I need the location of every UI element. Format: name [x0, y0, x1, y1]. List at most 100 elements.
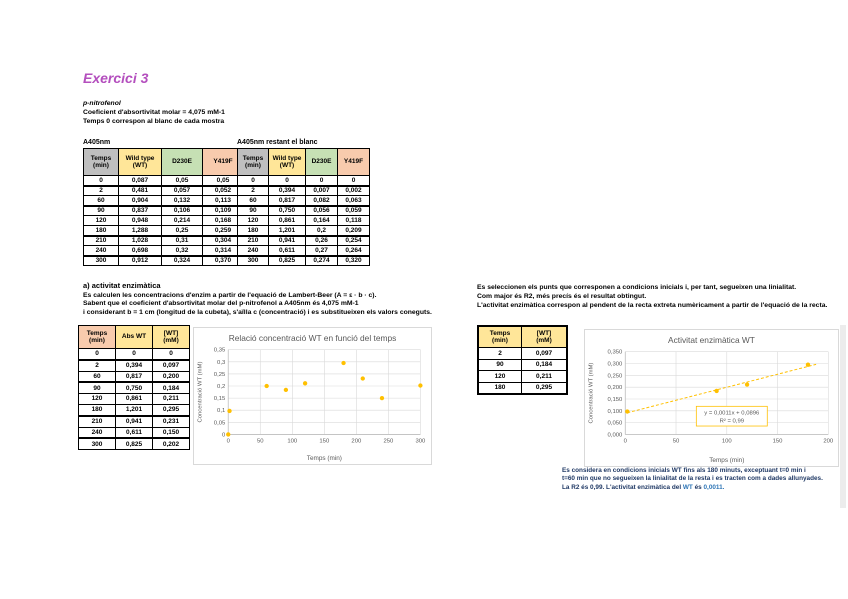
table-cell: 0,132 [161, 195, 203, 207]
table-cell: 180 [78, 403, 116, 417]
svg-text:R² = 0,99: R² = 0,99 [720, 419, 744, 425]
table-cell: 0,164 [305, 215, 338, 226]
table-cell: 90 [83, 205, 119, 217]
svg-text:0,100: 0,100 [608, 409, 623, 415]
column-header: Wild type (WT) [118, 148, 162, 176]
table-cell: 0,082 [305, 195, 338, 207]
table-cell: 0,087 [118, 174, 162, 187]
wt-concentration-table-wrap: Temps (min) Abs WT [WT] (mM) 0 0 0 2 0,394 0,097… [78, 325, 190, 451]
table-row: 2 0,097 [477, 347, 568, 360]
table-row: 2 0,394 0,007 0,002 [237, 185, 370, 197]
section-a-block: a) activitat enzimàtica Es calculen les … [83, 281, 432, 319]
intro-blank-note: Temps 0 correspon al blanc de cada mostr… [83, 117, 225, 125]
table-cell: 1,201 [268, 224, 306, 237]
table-row: 90 0,837 0,106 0,109 [83, 205, 244, 217]
column-header: D230E [161, 148, 203, 176]
svg-text:0,350: 0,350 [608, 350, 623, 356]
column-header: Temps (min) [83, 148, 119, 176]
intro-compound: p-nitrofenol [83, 100, 121, 107]
table-cell: 0,184 [152, 381, 190, 395]
table-cell: 0,941 [115, 415, 153, 428]
table-cell: 2 [477, 347, 522, 360]
table-cell: 0,26 [305, 235, 338, 247]
table-cell: 0,150 [152, 426, 190, 440]
selection-notes-block: Es seleccionen els punts que corresponen… [477, 284, 828, 312]
table-row: 300 0,825 0,202 [78, 437, 190, 451]
table-row: 180 0,295 [477, 381, 568, 395]
table-cell: 0,698 [118, 245, 162, 257]
svg-text:0,2: 0,2 [217, 384, 225, 390]
svg-text:0,1: 0,1 [217, 408, 225, 414]
table-cell: 0,202 [152, 437, 190, 451]
svg-text:Activitat enzimàtica WT: Activitat enzimàtica WT [668, 335, 755, 345]
column-header: [WT] (mM) [521, 325, 568, 348]
table-cell: 300 [78, 437, 116, 451]
table-cell: 0,214 [161, 215, 203, 226]
column-header: Temps (min) [477, 325, 522, 348]
table-cell: 0,097 [152, 359, 190, 372]
svg-text:Temps (min): Temps (min) [709, 457, 744, 464]
table-cell: 0,904 [118, 195, 162, 207]
table-cell: 0 [115, 347, 153, 361]
selected-points-table-wrap: Temps (min) [WT] (mM) 2 0,097 90 0,184 120 0,21… [477, 325, 568, 395]
svg-text:0,300: 0,300 [608, 361, 623, 367]
table-cell: 0,264 [337, 245, 370, 257]
table-cell: 0,611 [268, 245, 306, 257]
svg-text:0,25: 0,25 [214, 372, 226, 378]
table-row: 210 1,028 0,31 0,304 [83, 235, 244, 247]
raw-absorbance-table-wrap: Temps (min) Wild type (WT) D230E Y419F 0 0,08… [83, 148, 244, 267]
conclusion-wt-highlight: WT [682, 483, 693, 491]
table-cell: 120 [83, 215, 119, 226]
notes-line3: L'activitat enzimàtica correspon al pend… [477, 301, 828, 309]
raw-table-label: A405nm [83, 139, 111, 146]
table-cell: 0 [152, 347, 190, 361]
table-row: 90 0,184 [477, 358, 568, 371]
table-cell: 0,825 [115, 437, 153, 451]
svg-text:50: 50 [673, 438, 680, 444]
header-row: Temps (min) Abs WT [WT] (mM) [78, 325, 190, 349]
section-a-heading: a) activitat enzimàtica [83, 281, 161, 290]
table-row: 180 1,201 0,295 [78, 403, 190, 417]
table-cell: 0,611 [115, 426, 153, 440]
table-cell: 0,05 [161, 174, 203, 187]
table-cell: 0,254 [337, 235, 370, 247]
table-cell: 0,25 [161, 224, 203, 237]
table-row: 90 0,750 0,184 [78, 381, 190, 395]
table-cell: 0,057 [161, 185, 203, 197]
conclusion-block: Es considera en condicions inicials WT f… [562, 467, 823, 493]
table-row: 2 0,481 0,057 0,052 [83, 185, 244, 197]
table-cell: 1,288 [118, 224, 162, 237]
conclusion-line2: t=60 min que no segueixen la linialitat … [562, 475, 823, 483]
table-row: 120 0,861 0,211 [78, 393, 190, 405]
svg-text:0,150: 0,150 [608, 397, 623, 403]
svg-text:0,000: 0,000 [608, 432, 623, 438]
table-row: 210 0,941 0,231 [78, 415, 190, 428]
column-header: D230E [305, 148, 338, 176]
table-cell: 0,394 [115, 359, 153, 372]
table-cell: 240 [83, 245, 119, 257]
table-row: 0 0,087 0,05 0,05 [83, 174, 244, 187]
conclusion-line3: La R2 és 0,99. L'activitat enzimàtica de… [562, 483, 823, 491]
table-row: 120 0,861 0,164 0,118 [237, 215, 370, 226]
intro-block: p-nitrofenol Coeficient d'absortivitat m… [83, 100, 225, 128]
table-row: 120 0,948 0,214 0,168 [83, 215, 244, 226]
svg-text:Concentració WT (mM): Concentració WT (mM) [198, 362, 204, 423]
wt-table: Temps (min) Abs WT [WT] (mM) 0 0 0 2 0,394 0,097… [78, 325, 190, 451]
table-cell: 0,948 [118, 215, 162, 226]
table-cell: 0,324 [161, 255, 203, 267]
column-header: Abs WT [115, 325, 153, 349]
table-row: 240 0,611 0,150 [78, 426, 190, 440]
table-cell: 0,817 [115, 370, 153, 384]
concentration-time-chart: 0 0,05 0,1 0,15 0,2 0,25 0,3 0,35 0 50 100 150 200 25… [193, 327, 432, 465]
table-cell: 210 [83, 235, 119, 247]
table-cell: 0,861 [268, 215, 306, 226]
table-cell: 0,056 [305, 205, 338, 217]
table-row: 180 1,201 0,2 0,209 [237, 224, 370, 237]
table-cell: 0,750 [268, 205, 306, 217]
table-cell: 0,2 [305, 224, 338, 237]
table-cell: 0,063 [337, 195, 370, 207]
table-cell: 120 [477, 370, 522, 383]
blank-table-label: A405nm restant el blanc [237, 139, 318, 146]
table-row: 300 0,825 0,274 0,320 [237, 255, 370, 267]
table-cell: 0,912 [118, 255, 162, 267]
